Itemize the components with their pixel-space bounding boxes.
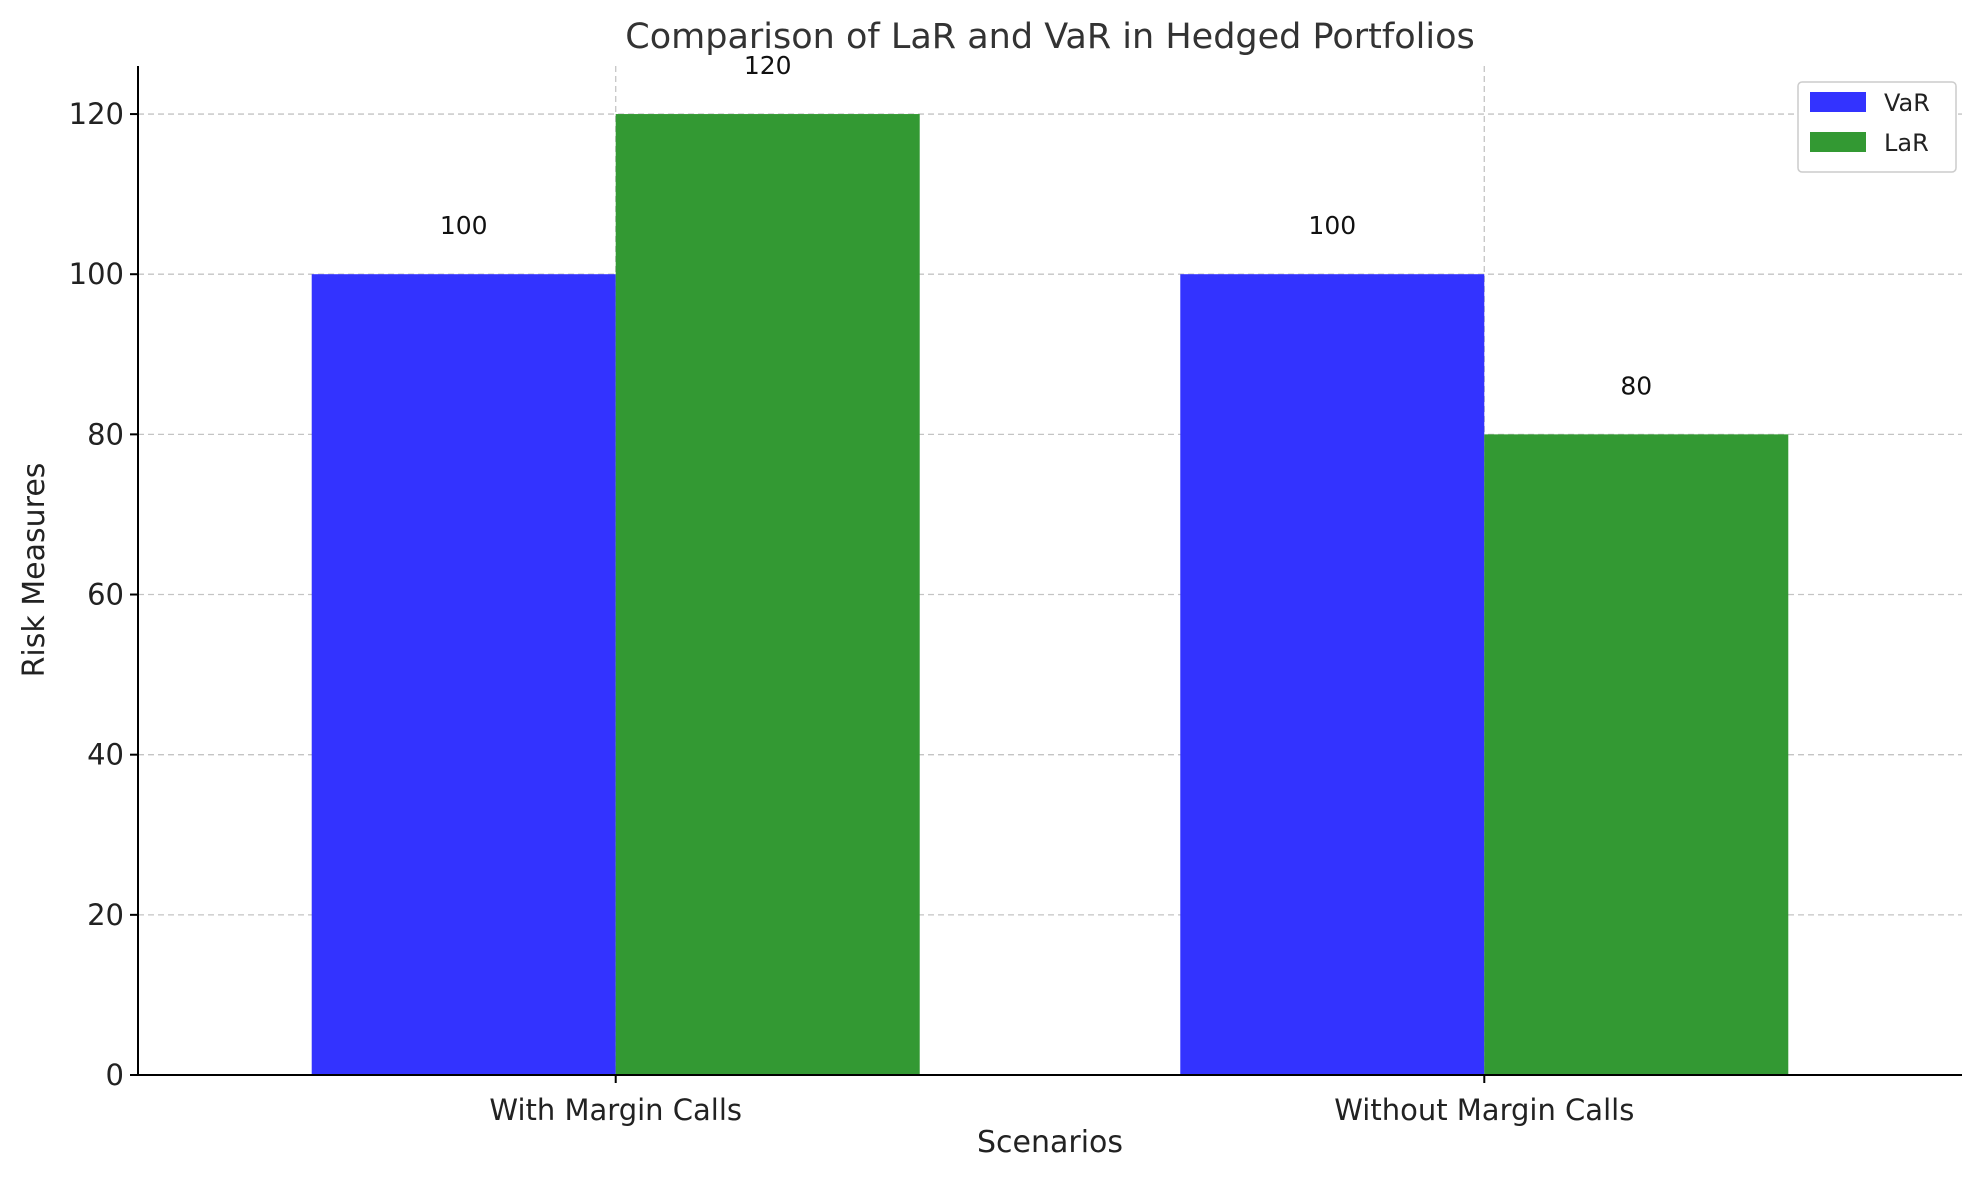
data-label: 80 [1620, 371, 1652, 400]
bar-lar-1 [1484, 434, 1789, 1075]
bar-var-1 [1180, 274, 1485, 1075]
chart-title: Comparison of LaR and VaR in Hedged Port… [625, 17, 1474, 57]
bar-lar-0 [615, 114, 920, 1076]
y-tick-label: 60 [87, 578, 124, 612]
bar-layer [311, 114, 1789, 1076]
data-label: 100 [1308, 211, 1356, 240]
data-label: 120 [744, 51, 792, 80]
y-tick-label: 0 [106, 1058, 124, 1092]
y-tick-label: 20 [87, 898, 124, 932]
y-tick-label: 40 [87, 738, 124, 772]
y-tick-label: 100 [69, 257, 124, 291]
legend: VaR LaR [1797, 81, 1957, 173]
data-label: 100 [440, 211, 488, 240]
legend-label-lar: LaR [1884, 129, 1929, 157]
x-axis-label: Scenarios [977, 1125, 1123, 1160]
legend-swatch-var [1810, 92, 1866, 112]
data-label-layer: 100 120 100 80 [440, 51, 1652, 400]
y-tick-label: 80 [87, 417, 124, 451]
bar-var-0 [311, 274, 616, 1075]
x-tick-label: Without Margin Calls [1334, 1093, 1634, 1127]
axis-layer: 0 20 40 60 80 100 120 With Margin Calls Without … [69, 66, 1962, 1127]
legend-swatch-lar [1810, 132, 1866, 152]
legend-label-var: VaR [1884, 89, 1930, 117]
y-axis-label: Risk Measures [17, 463, 52, 678]
x-tick-label: With Margin Calls [489, 1093, 742, 1127]
y-tick-label: 120 [69, 97, 124, 131]
